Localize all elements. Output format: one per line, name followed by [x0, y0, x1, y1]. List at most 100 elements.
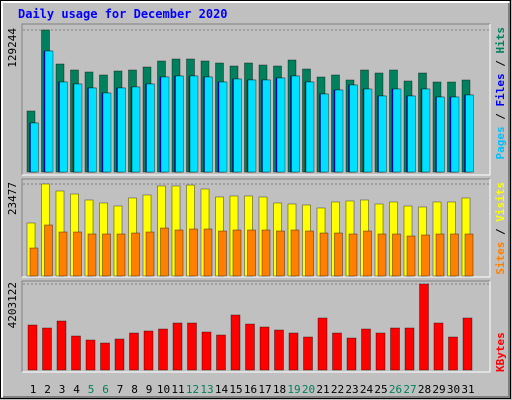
bar	[102, 92, 112, 173]
bar	[131, 232, 140, 277]
bar	[189, 228, 198, 277]
x-tick-label: 27	[403, 383, 416, 396]
bar	[450, 96, 460, 173]
bar	[44, 50, 54, 173]
bar	[448, 336, 458, 371]
bar	[129, 332, 139, 371]
bar	[102, 233, 111, 277]
bar	[116, 233, 126, 277]
bar	[433, 322, 444, 371]
bar	[71, 335, 81, 371]
bar	[276, 230, 285, 277]
x-tick-label: 8	[131, 383, 138, 396]
y-tick-label: 4203122	[6, 282, 19, 328]
x-tick-label: 20	[302, 383, 315, 396]
bevel-dark	[3, 3, 510, 398]
bar	[172, 322, 183, 371]
bar	[303, 336, 313, 371]
bar	[319, 232, 329, 277]
bar	[421, 88, 431, 173]
bar	[274, 329, 284, 371]
x-tick-label: 12	[186, 383, 199, 396]
bar	[305, 81, 315, 173]
bar	[334, 232, 343, 277]
bar	[59, 81, 68, 173]
x-tick-label: 23	[345, 383, 358, 396]
legend-entry: Hits	[494, 27, 507, 54]
bar	[259, 326, 270, 371]
bar	[58, 231, 68, 277]
bar	[465, 94, 474, 173]
x-tick-label: 24	[360, 383, 374, 396]
bar	[375, 332, 386, 371]
x-tick-label: 2	[44, 383, 51, 396]
bar	[73, 83, 83, 173]
bar	[131, 86, 141, 173]
bar	[146, 83, 155, 173]
x-tick-label: 15	[229, 383, 242, 396]
bar	[230, 314, 241, 371]
bar	[332, 332, 342, 371]
x-tick-label: 18	[273, 383, 286, 396]
bar	[233, 78, 242, 173]
bar	[29, 247, 39, 277]
bar	[160, 227, 169, 277]
bar	[44, 224, 53, 277]
bar	[175, 75, 184, 173]
panel-edge-dark	[21, 23, 490, 175]
bar	[262, 79, 271, 173]
bar	[158, 328, 168, 371]
x-tick-label: 9	[146, 383, 153, 396]
bar	[436, 96, 445, 173]
bar	[174, 229, 184, 277]
x-tick-label: 25	[374, 383, 387, 396]
bar	[117, 87, 126, 173]
legend-separator: /	[494, 222, 507, 242]
panel-edge-light	[22, 179, 491, 278]
bar	[85, 339, 96, 371]
bar	[261, 229, 271, 277]
bar	[216, 334, 226, 371]
bar	[276, 77, 286, 173]
legend: Pages / Files / Hits	[494, 27, 507, 160]
x-tick-label: 1	[30, 383, 37, 396]
bar	[232, 229, 242, 277]
x-tick-label: 16	[244, 383, 257, 396]
bar	[419, 283, 429, 371]
legend-separator: /	[494, 54, 507, 74]
bar	[320, 93, 329, 173]
bar	[390, 327, 400, 371]
bar	[87, 233, 97, 277]
panel-edge-light	[22, 281, 491, 373]
bar	[377, 233, 387, 277]
bar	[462, 317, 473, 371]
legend-entry: Pages	[494, 126, 507, 159]
bar	[73, 231, 82, 277]
panel-edge-dark	[21, 178, 490, 277]
bar	[145, 231, 155, 277]
bar	[204, 76, 213, 173]
bar	[218, 230, 227, 277]
x-tick-label: 19	[287, 383, 300, 396]
x-tick-label: 5	[88, 383, 95, 396]
bar	[348, 233, 358, 277]
bar	[203, 228, 213, 277]
bar	[464, 233, 474, 277]
bar	[407, 95, 416, 173]
x-tick-label: 14	[215, 383, 229, 396]
bar	[363, 88, 373, 173]
bar	[290, 229, 300, 277]
x-tick-label: 21	[316, 383, 329, 396]
bar	[349, 84, 358, 173]
bar	[378, 95, 387, 173]
x-tick-label: 17	[258, 383, 271, 396]
x-tick-label: 6	[102, 383, 109, 396]
bar	[143, 330, 154, 371]
x-tick-label: 29	[432, 383, 445, 396]
bar	[435, 233, 445, 277]
panel-edge-dark	[21, 280, 490, 372]
x-tick-label: 13	[200, 383, 213, 396]
bar	[189, 75, 199, 173]
